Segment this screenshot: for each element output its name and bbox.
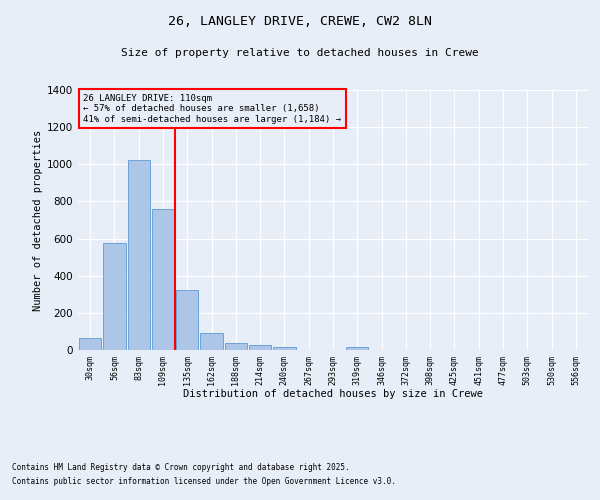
Bar (176, 290, 199, 350)
Text: Contains HM Land Registry data © Crown copyright and database right 2025.: Contains HM Land Registry data © Crown c… (12, 464, 350, 472)
Text: Size of property relative to detached houses in Crewe: Size of property relative to detached ho… (121, 48, 479, 58)
X-axis label: Distribution of detached houses by size in Crewe: Distribution of detached houses by size … (183, 389, 483, 399)
Bar (128, 160, 150, 350)
Bar (152, 209, 174, 350)
Y-axis label: Number of detached properties: Number of detached properties (33, 130, 43, 310)
Bar (79, 338, 101, 350)
Bar (103, 242, 125, 350)
Text: 26 LANGLEY DRIVE: 110sqm
← 57% of detached houses are smaller (1,658)
41% of sem: 26 LANGLEY DRIVE: 110sqm ← 57% of detach… (83, 94, 341, 124)
Bar (224, 343, 247, 350)
Text: Contains public sector information licensed under the Open Government Licence v3: Contains public sector information licen… (12, 477, 396, 486)
Text: 26, LANGLEY DRIVE, CREWE, CW2 8LN: 26, LANGLEY DRIVE, CREWE, CW2 8LN (168, 15, 432, 28)
Bar (200, 333, 223, 350)
Bar (273, 348, 296, 350)
Bar (249, 346, 271, 350)
Bar (346, 347, 368, 350)
